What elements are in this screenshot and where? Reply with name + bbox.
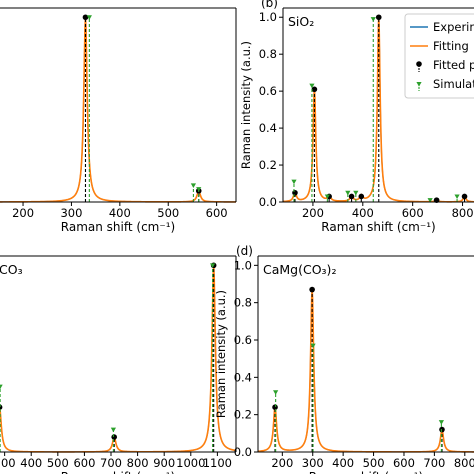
fitted-peak-dot: [309, 286, 315, 293]
fitted-peak-dot: [82, 14, 89, 21]
x-tick-label: 1100: [203, 456, 232, 470]
y-tick-label: 0.0: [234, 445, 252, 459]
x-tick-label: 500: [157, 206, 179, 220]
x-tick-label: 200: [302, 206, 324, 220]
fitted-peak-dot: [272, 404, 278, 411]
x-tick-label: 600: [402, 206, 424, 220]
x-tick-label: 300: [0, 456, 16, 470]
simulated-peak-marker: [196, 187, 202, 192]
x-axis-label: Raman shift (cm⁻¹): [61, 470, 175, 474]
legend-box: [404, 13, 474, 99]
x-tick-label: 400: [332, 456, 354, 470]
simulated-peak-marker: [273, 390, 279, 395]
simulated-peak-marker: [324, 194, 330, 200]
simulated-peak-marker: [309, 83, 315, 89]
x-tick-label: 400: [109, 206, 131, 220]
x-tick-label: 500: [363, 456, 385, 470]
simulated-peak-marker: [190, 183, 197, 188]
fitted-peak-dot: [111, 434, 118, 440]
fitted-peak-dot: [439, 426, 445, 433]
legend-label: Experiment: [433, 20, 474, 34]
x-tick-label: 500: [47, 456, 69, 470]
fitting-line: [0, 265, 237, 453]
compound-label: SiO₂: [288, 14, 314, 29]
experiment-line: [0, 19, 236, 203]
experiment-line: [0, 268, 237, 453]
x-tick-label: 200: [12, 206, 34, 220]
x-tick-label: 1000: [176, 456, 205, 470]
x-tick-label: 800: [454, 456, 474, 470]
x-tick-label: 700: [100, 456, 122, 470]
compound-label: CaMg(CO₃)₂: [263, 262, 336, 277]
simulated-peak-marker: [345, 190, 351, 196]
y-axis-label: Raman intensity (a.u.): [214, 290, 228, 418]
panel-b: 200 400 600 800 0.0 0.2 0.4 0.6 0.8 1.0 Raman shif…: [239, 0, 474, 234]
y-tick-label: 0.2: [259, 158, 277, 172]
simulated-peak-marker: [427, 198, 433, 203]
y-tick-label: 0.6: [234, 333, 252, 347]
fitted-peak-dot: [292, 189, 298, 196]
x-tick-label: 400: [352, 206, 374, 220]
y-tick-label: 0.4: [259, 121, 277, 135]
x-axis-label: Raman shift (cm⁻¹): [309, 470, 423, 474]
simulated-peak-marker: [454, 194, 460, 200]
x-tick-label: 600: [206, 206, 228, 220]
simulated-peak-marker: [438, 420, 444, 425]
y-axis-label: Raman intensity (a.u.): [239, 41, 253, 169]
x-axis-label: Raman shift (cm⁻¹): [321, 220, 435, 234]
y-tick-label: 0.0: [259, 195, 277, 209]
simulated-peak-marker: [310, 343, 316, 349]
legend-label: Fitted peaks: [433, 58, 474, 72]
legend-swatch: [416, 82, 422, 87]
fitted-peak-dot: [461, 193, 468, 200]
fitting-line: [0, 17, 236, 203]
x-tick-label: 700: [423, 456, 445, 470]
fitted-peak-dot: [358, 193, 365, 200]
x-tick-label: 600: [73, 456, 95, 470]
simulated-peak-marker: [353, 190, 359, 196]
simulated-peak-marker: [370, 17, 376, 22]
simulated-peak-marker: [110, 427, 117, 433]
y-tick-label: 0.8: [259, 47, 277, 61]
y-tick-label: 0.4: [234, 370, 252, 384]
y-tick-label: 1.0: [234, 258, 252, 272]
x-tick-label: 300: [60, 206, 82, 220]
y-tick-label: 0.2: [234, 408, 252, 422]
x-axis-label: Raman shift (cm⁻¹): [61, 220, 175, 234]
compound-label: CO₃: [0, 262, 23, 277]
x-tick-label: 800: [127, 456, 149, 470]
x-tick-label: 300: [302, 456, 324, 470]
simulated-peak-marker: [209, 263, 216, 268]
x-tick-label: 800: [452, 206, 474, 220]
panel-d: 200 300 400 500 600 700 800 0.0 0.2 0.4 0.6 0.8 1.0 R…: [214, 244, 474, 474]
x-tick-label: 400: [20, 456, 42, 470]
y-tick-label: 0.6: [259, 84, 277, 98]
legend-swatch: [416, 61, 422, 67]
simulated-peak-marker: [0, 384, 3, 390]
legend-label: Simulated peaks: [433, 77, 474, 91]
x-tick-label: 900: [153, 456, 175, 470]
x-tick-label: 600: [393, 456, 415, 470]
panel-label: (d): [236, 244, 253, 258]
legend-label: Fitting: [433, 39, 469, 53]
fitted-peak-dot: [311, 86, 318, 93]
panel-label: (b): [261, 0, 278, 10]
panel-a: 200 300 400 500 600 Raman shift (cm⁻¹): [0, 7, 237, 234]
simulated-peak-marker: [291, 179, 297, 185]
fitted-peak-dot: [348, 193, 355, 200]
fitted-peak-dot: [375, 14, 382, 21]
y-tick-label: 1.0: [259, 10, 277, 24]
x-tick-label: 200: [271, 456, 293, 470]
simulated-peak-marker: [86, 15, 92, 20]
y-tick-label: 0.8: [234, 296, 252, 310]
